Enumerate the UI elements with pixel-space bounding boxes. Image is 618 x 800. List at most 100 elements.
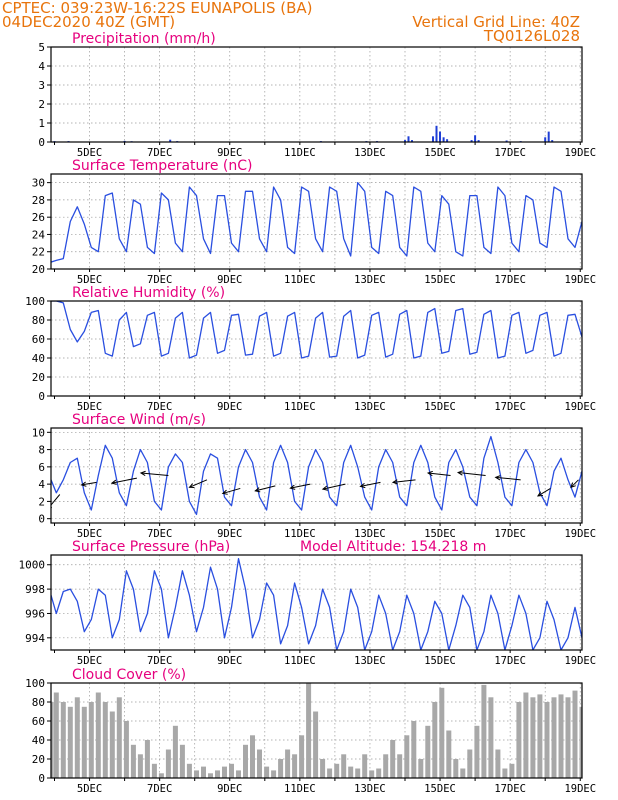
bar-cloud [376, 768, 382, 778]
bar-cloud [278, 759, 284, 778]
bar-cloud [102, 702, 108, 778]
bar-cloud [537, 694, 543, 778]
xtick-label-cloud: 13DEC [354, 783, 386, 795]
xtick-label-temp: 9DEC [217, 274, 242, 286]
bar-precip [439, 131, 441, 142]
wind-vector [536, 488, 551, 497]
wind-vector-shaft [81, 481, 97, 486]
wind-vector-shaft [140, 472, 169, 476]
bar-precip [474, 135, 477, 142]
xtick-label-temp: 7DEC [147, 274, 172, 286]
wind-vector-shaft [255, 485, 276, 492]
wind-vector-shaft [111, 477, 137, 484]
bar-cloud [285, 749, 291, 778]
wind-vector-head [80, 481, 87, 487]
xtick-label-rh: 7DEC [147, 401, 172, 413]
bar-cloud [495, 749, 501, 778]
ytick-label-rh: 80 [32, 314, 45, 327]
ytick-label-precip: 1 [38, 117, 45, 130]
bar-cloud [383, 754, 389, 778]
xtick-label-temp: 13DEC [354, 274, 386, 286]
xtick-label-rh: 5DEC [77, 401, 102, 413]
ytick-label-precip: 4 [38, 60, 45, 73]
panel-pressure: 994 996 998 1000 5DEC 7DEC 9DEC 11DEC 13DEC 15DEC… [19, 539, 597, 667]
bar-precip [442, 137, 445, 142]
series-rh [51, 301, 582, 359]
wind-vector-shaft [392, 479, 416, 483]
wind-vector [289, 483, 311, 490]
bar-cloud [355, 768, 361, 778]
xtick-label-pressure: 9DEC [217, 655, 242, 667]
wind-vector [321, 483, 346, 491]
xtick-label-rh: 11DEC [284, 401, 316, 413]
xtick-label-precip: 5DEC [77, 147, 102, 159]
wind-vector-shaft [537, 488, 551, 497]
bar-cloud [523, 692, 529, 778]
xtick-label-cloud: 9DEC [217, 783, 242, 795]
ytick-label-rh: 60 [32, 333, 45, 346]
xtick-label-wind: 9DEC [217, 528, 242, 540]
bar-cloud [257, 749, 262, 778]
panel-precip: 0 1 2 3 4 5 5DEC 7DEC 9DEC 11DEC 13DEC 15DEC 17DEC 19… [38, 31, 596, 159]
xtick-label-cloud: 7DEC [147, 783, 172, 795]
bar-cloud [151, 763, 157, 778]
wind-vector [221, 487, 241, 495]
bar-cloud [530, 697, 536, 778]
bar-precip [551, 140, 554, 142]
wind-vector [494, 475, 521, 481]
bar-precip [435, 125, 438, 142]
header-date: 04DEC2020 40Z (GMT) [2, 13, 175, 31]
bar-precip [407, 136, 410, 142]
ytick-label-wind: 0 [38, 513, 45, 526]
xtick-label-cloud: 15DEC [424, 783, 456, 795]
bar-cloud [572, 690, 578, 778]
xtick-label-pressure: 13DEC [354, 655, 386, 667]
wind-vector-shaft [322, 483, 346, 490]
wind-vector-head [570, 482, 576, 489]
bar-cloud [208, 773, 213, 778]
xtick-label-wind: 19DEC [564, 528, 596, 540]
panel-title-temp: Surface Temperature (nC) [72, 158, 253, 174]
bar-cloud [194, 770, 199, 778]
bar-cloud [264, 766, 270, 778]
wind-vector-shaft [360, 481, 381, 487]
bar-cloud [327, 768, 333, 778]
wind-vector-head [321, 485, 328, 491]
xtick-label-pressure: 7DEC [147, 655, 172, 667]
line-temp [51, 181, 582, 263]
wind-vector [570, 479, 579, 489]
bar-precip [411, 140, 413, 142]
panel-temp: 20 22 24 26 28 30 5DEC 7DEC 9DEC 11DEC 13DEC 15DEC 1… [32, 158, 596, 286]
ytick-label-wind: 4 [38, 478, 45, 491]
bar-cloud [67, 706, 73, 778]
bar-cloud [74, 697, 80, 778]
ytick-label-precip: 2 [38, 98, 45, 111]
series-cloud [51, 683, 582, 778]
xtick-label-cloud: 5DEC [77, 783, 102, 795]
wind-vector-shaft [222, 487, 241, 494]
bar-cloud [165, 749, 171, 778]
wind-vector-head [221, 489, 228, 495]
bar-cloud [432, 702, 438, 778]
bar-cloud [341, 754, 347, 778]
bar-cloud [348, 766, 354, 778]
xtick-label-rh: 13DEC [354, 401, 386, 413]
xtick-label-rh: 19DEC [564, 401, 596, 413]
xtick-label-wind: 7DEC [147, 528, 172, 540]
xtick-label-precip: 13DEC [354, 147, 386, 159]
bar-cloud [306, 683, 312, 778]
ytick-label-precip: 0 [38, 136, 45, 149]
bar-cloud [446, 730, 452, 778]
bar-precip [446, 139, 449, 142]
bar-cloud [565, 697, 571, 778]
panel-title-rh: Relative Humidity (%) [72, 285, 225, 301]
frame-temp [50, 173, 583, 270]
bar-precip [547, 131, 550, 142]
bar-cloud [299, 735, 305, 778]
ytick-label-rh: 40 [32, 352, 45, 365]
bar-cloud [109, 711, 115, 778]
xtick-label-cloud: 11DEC [284, 783, 316, 795]
bar-cloud [229, 763, 234, 778]
line-rh [51, 301, 582, 359]
